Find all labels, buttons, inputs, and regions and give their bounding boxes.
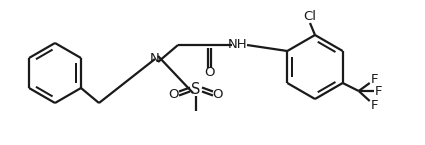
Text: O: O [213, 87, 223, 100]
Text: Cl: Cl [303, 10, 317, 23]
Text: F: F [371, 98, 379, 112]
Text: S: S [191, 83, 201, 97]
Text: F: F [371, 72, 379, 86]
Text: F: F [375, 85, 383, 97]
Text: O: O [205, 67, 215, 79]
Text: O: O [169, 87, 179, 100]
Text: NH: NH [228, 39, 248, 51]
Text: N: N [150, 52, 160, 66]
